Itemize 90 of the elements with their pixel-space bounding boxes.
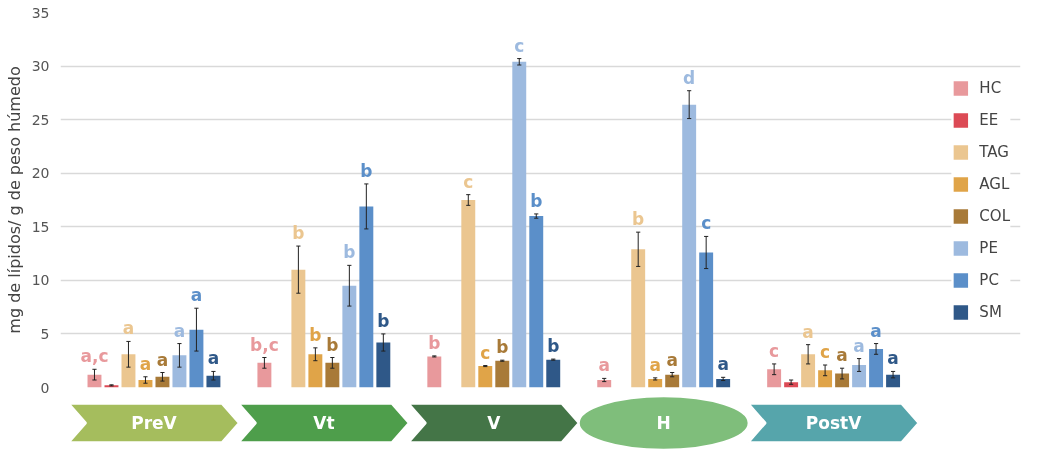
data-label: c: [701, 213, 712, 234]
data-label: b: [428, 332, 441, 353]
bar: [206, 375, 221, 388]
data-label: a: [717, 354, 729, 375]
x-tick-label: V: [487, 413, 502, 433]
bar: [291, 269, 306, 388]
bar: [801, 354, 816, 388]
data-label: a: [156, 349, 169, 370]
bar: [665, 374, 680, 388]
bar: [767, 369, 782, 388]
data-label: b,c: [250, 334, 279, 355]
y-tick-label: 0: [40, 379, 50, 396]
data-label: b: [377, 310, 390, 331]
bar: [512, 61, 527, 388]
data-label: c: [463, 171, 474, 192]
data-label: b: [496, 337, 509, 358]
data-label: a: [649, 354, 661, 375]
data-label: b: [360, 160, 373, 181]
data-label: c: [514, 35, 525, 56]
data-label: b: [309, 324, 322, 345]
bar: [189, 329, 204, 388]
bar: [699, 252, 714, 388]
bar: [716, 378, 731, 388]
legend-label: HC: [979, 78, 1002, 97]
legend-label: SM: [979, 302, 1002, 321]
data-label: a: [870, 320, 882, 341]
data-label: b: [632, 209, 645, 230]
bar: [342, 285, 357, 388]
bar: [376, 342, 391, 388]
bar: [648, 378, 663, 388]
data-label: a: [139, 353, 152, 374]
bar: [682, 104, 697, 388]
data-label: b: [547, 336, 560, 357]
y-tick-label: 10: [31, 272, 50, 289]
data-label: a: [666, 349, 678, 370]
bar: [852, 365, 867, 388]
legend-label: EE: [979, 110, 1000, 129]
bar: [869, 348, 884, 388]
bar: [325, 362, 340, 388]
data-label: c: [820, 342, 831, 362]
data-label: b: [530, 190, 543, 211]
data-label: a: [122, 318, 135, 339]
y-tick-label: 5: [40, 325, 50, 342]
x-tick-label: PostV: [805, 413, 863, 433]
bar: [172, 355, 187, 388]
y-tick-label: 15: [31, 218, 50, 235]
bar: [886, 374, 901, 388]
bar: [835, 373, 850, 388]
data-label: a: [802, 321, 814, 342]
legend-label: COL: [979, 206, 1010, 225]
data-label: b: [343, 242, 356, 263]
bar: [427, 356, 442, 388]
bar: [529, 216, 544, 388]
data-label: b: [292, 223, 305, 244]
data-label: c: [769, 340, 780, 361]
data-label: a: [598, 355, 610, 376]
data-label: c: [480, 342, 491, 363]
data-label: a: [173, 320, 186, 341]
bar: [546, 359, 561, 388]
bar: [818, 370, 833, 388]
y-axis-title: mg de lípidos/ g de peso húmedo: [4, 66, 24, 334]
bar: [631, 249, 646, 388]
legend-label: PC: [979, 270, 1000, 289]
data-label: a: [207, 348, 220, 369]
legend-label: TAG: [979, 142, 1009, 161]
bar: [597, 380, 612, 388]
bar: [138, 380, 153, 388]
data-label: d: [683, 67, 696, 88]
y-tick-label: 35: [31, 4, 50, 21]
y-tick-label: 30: [31, 58, 50, 75]
data-label: b: [326, 334, 339, 355]
x-tick-label: H: [656, 413, 671, 433]
bar: [359, 206, 374, 388]
x-tick-label: Vt: [313, 413, 335, 433]
y-tick-label: 20: [31, 165, 50, 182]
legend-label: AGL: [979, 174, 1010, 193]
bar: [121, 354, 136, 388]
legend-label: PE: [979, 238, 999, 257]
bar: [495, 360, 510, 388]
bar: [257, 362, 272, 388]
data-label: a: [853, 335, 865, 356]
y-tick-label: 25: [31, 111, 50, 128]
data-label: a: [190, 285, 203, 306]
x-tick-label: PreV: [131, 413, 178, 433]
bar: [478, 366, 493, 388]
data-label: a,c: [80, 346, 109, 367]
data-label: a: [836, 345, 848, 366]
bar: [308, 354, 323, 388]
bar: [461, 200, 476, 388]
data-label: a: [887, 348, 899, 369]
